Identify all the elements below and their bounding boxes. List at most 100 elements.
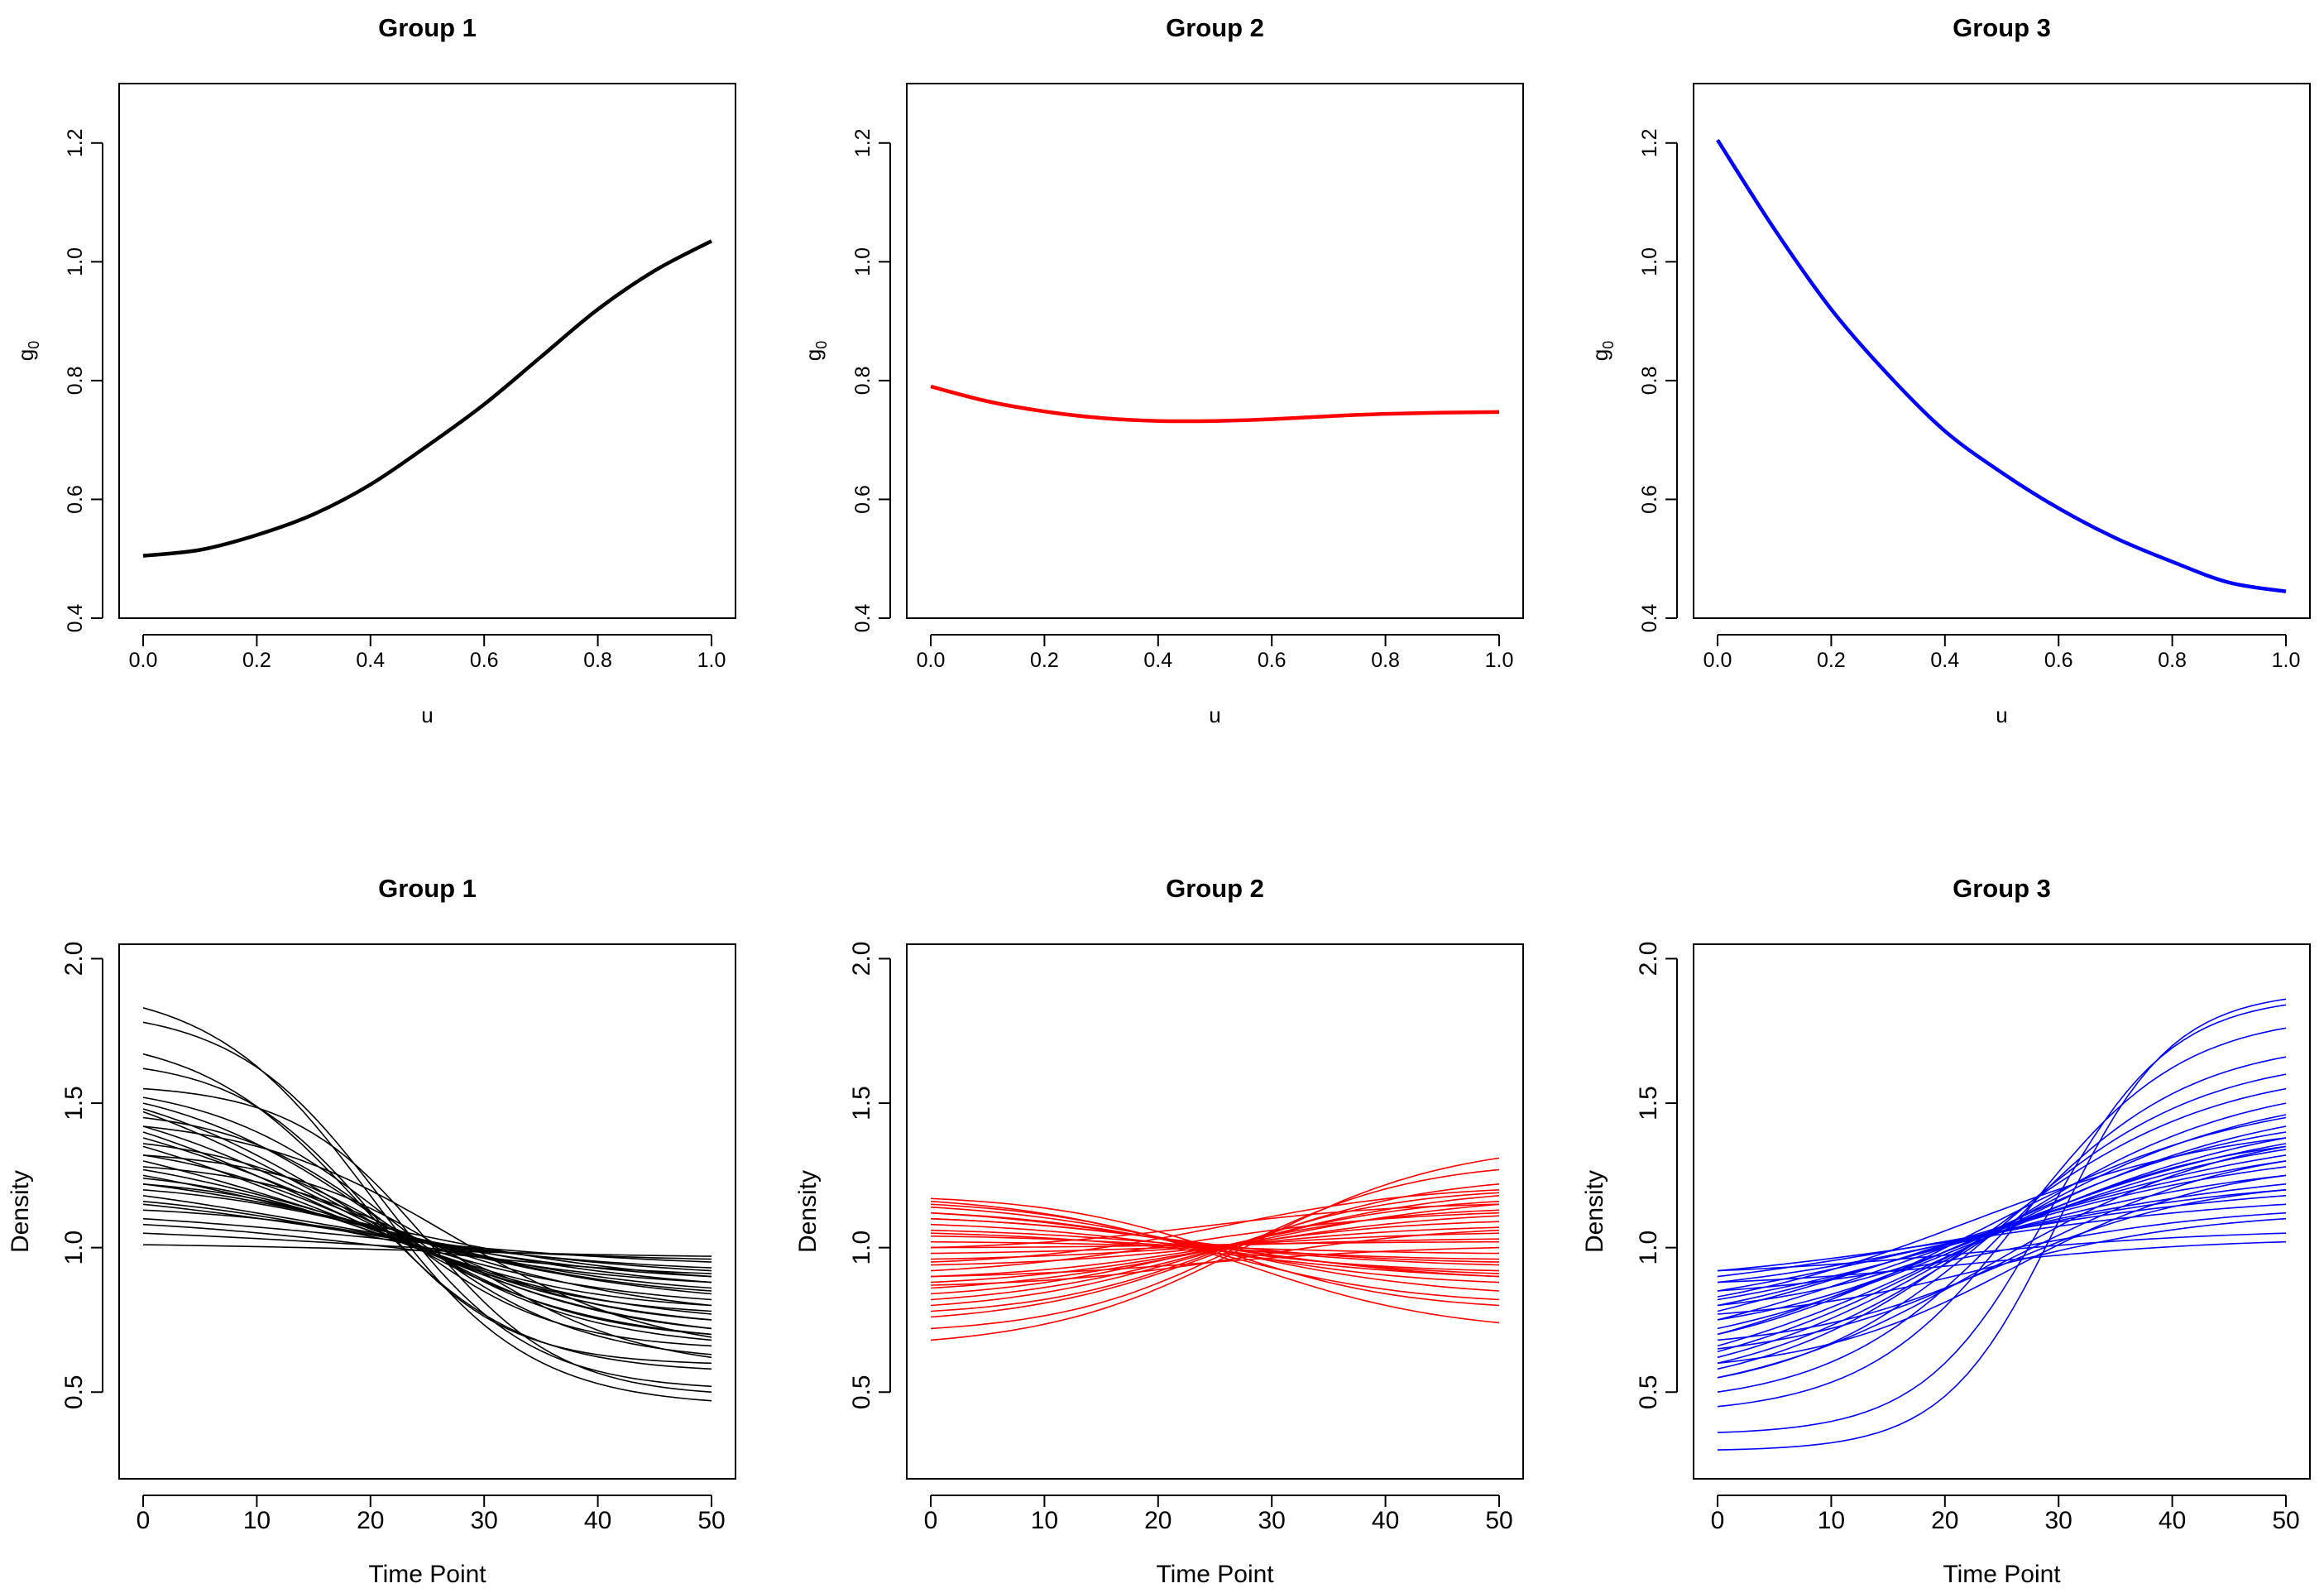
density-curve [1717,1203,2287,1272]
y-tick-label: 0.6 [851,485,874,514]
plot-frame [906,943,1524,1480]
y-tick-label: 1.2 [1638,128,1661,157]
density-curve [142,1232,712,1260]
x-tick-label: 20 [1144,1507,1172,1534]
panel-title: Group 1 [378,13,477,42]
x-tick-label: 1.0 [697,649,726,672]
x-tick-label: 20 [357,1507,384,1534]
density-curve [1717,1166,2287,1307]
x-tick-label: 0.6 [2044,649,2073,672]
density-curve [1717,1056,2287,1393]
y-tick-label: 0.5 [60,1375,88,1409]
y-tick-label: 1.5 [60,1086,88,1120]
y-tick-label: 1.0 [1638,247,1661,276]
y-tick-label: 1.2 [851,128,874,157]
density-curve [930,1203,1500,1324]
density-curve [1717,1145,2287,1379]
y-tick-label: 0.4 [1638,604,1661,633]
density-curve [1717,998,2287,1451]
density-curve [1717,1240,2287,1284]
density-curve [142,1021,712,1388]
panel-title: Group 1 [378,874,477,903]
x-tick-label: 0.4 [1930,649,1959,672]
density-curve [142,1125,712,1338]
y-tick-label: 1.0 [64,247,87,276]
density-curve [142,1154,712,1359]
y-tick-label: 0.6 [1638,485,1661,514]
x-tick-label: 40 [1372,1507,1399,1534]
x-tick-label: 0.8 [2158,649,2187,672]
x-tick-label: 0.0 [129,649,158,672]
curve-group [1717,998,2287,1451]
x-tick-label: 0.8 [583,649,612,672]
x-tick-label: 30 [1258,1507,1286,1534]
density-curve [142,1125,712,1321]
y-tick-label: 1.0 [851,247,874,276]
density-curve [1717,1160,2287,1350]
x-tick-label: 10 [1031,1507,1058,1534]
x-axis-label: Time Point [1943,1561,2061,1588]
density-curve [142,1007,712,1402]
density-curve [142,1154,712,1312]
x-tick-label: 20 [1931,1507,1958,1534]
plot-frame [118,943,736,1480]
x-axis-label: u [1209,703,1220,727]
panel-title: Group 3 [1953,874,2051,903]
plot-frame [906,83,1524,619]
plot-frame [1693,83,2311,619]
density-curve [142,1195,712,1272]
curve-group [930,1157,1500,1341]
series-line-g0 [142,239,713,558]
density-curve [1717,1174,2287,1365]
panel-title: Group 2 [1166,13,1264,42]
x-tick-label: 0.8 [1371,649,1400,672]
y-tick-label: 0.6 [64,485,87,514]
panel-top-left: Group 1 0.0 0.2 0.4 0.6 0.8 1.0 0.4 0.6 0.8 1.0 1.2… [13,13,736,727]
y-tick-label: 2.0 [60,942,88,976]
series-line-g0 [930,384,1500,424]
x-tick-label: 30 [471,1507,498,1534]
x-tick-label: 0.2 [1817,649,1846,672]
y-tick-label: 0.4 [851,604,874,633]
panel-title: Group 2 [1166,874,1264,903]
x-axis-label: Time Point [368,1561,486,1588]
y-tick-label: 1.0 [1635,1231,1662,1265]
density-curve [930,1217,1500,1263]
y-tick-label: 0.5 [1635,1375,1662,1409]
density-curve [1717,1116,2287,1336]
panel-bottom-right: Group 3 0 10 20 30 40 50 0.5 1.0 1.5 2.0 Time Point… [1581,874,2311,1588]
x-tick-label: 40 [584,1507,611,1534]
y-axis-label: Density [1581,1170,1608,1253]
x-tick-label: 50 [2272,1507,2299,1534]
density-curve [930,1232,1500,1278]
x-tick-label: 0.4 [1143,649,1172,672]
y-tick-label: 1.5 [1635,1086,1662,1120]
y-tick-label: 1.2 [64,128,87,157]
y-tick-label: 0.8 [64,367,87,396]
y-axis-label: Density [7,1170,34,1253]
x-tick-label: 40 [2159,1507,2186,1534]
x-tick-label: 30 [2045,1507,2072,1534]
y-tick-label: 0.8 [851,367,874,396]
y-tick-label: 2.0 [1635,942,1662,976]
density-curve [1717,1145,2287,1307]
density-curve [142,1143,712,1336]
y-axis-label: g0 [801,341,830,361]
density-curve [1717,1183,2287,1292]
curve-group [142,1007,712,1402]
y-tick-label: 0.4 [64,604,87,633]
x-tick-label: 0.2 [242,649,271,672]
density-curve [1717,1189,2287,1341]
density-curve [142,1111,712,1330]
x-tick-label: 0.0 [917,649,946,672]
y-tick-label: 1.0 [848,1231,875,1265]
density-curve [1717,1195,2287,1278]
panel-top-right: Group 3 0.0 0.2 0.4 0.6 0.8 1.0 0.4 0.6 0.8 1.0 1.2… [1588,13,2311,727]
x-tick-label: 0 [137,1507,151,1534]
density-curve [930,1201,1500,1307]
y-tick-label: 0.8 [1638,367,1661,396]
density-curve [1717,1087,2287,1370]
plot-frame [118,83,736,619]
x-tick-label: 0 [1711,1507,1725,1534]
